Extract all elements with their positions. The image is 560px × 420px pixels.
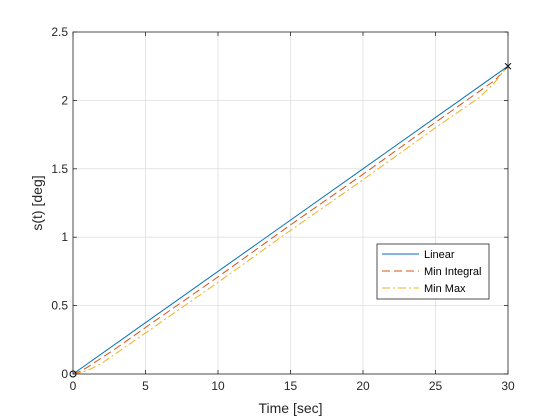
y-tick-label: 2 xyxy=(61,93,68,107)
legend-label-1: Min Integral xyxy=(424,266,481,278)
y-tick-label: 1 xyxy=(61,230,68,244)
legend-label-2: Min Max xyxy=(424,283,466,295)
x-tick-label: 20 xyxy=(356,379,370,393)
grid-lines xyxy=(72,31,509,375)
series-line-1 xyxy=(72,65,509,375)
legend-label-0: Linear xyxy=(424,249,455,261)
y-tick-label: 0.5 xyxy=(51,299,68,313)
legend: Linear Min Integral Min Max xyxy=(376,243,490,300)
y-axis-label: s(t) [deg] xyxy=(29,175,45,230)
series-line-2 xyxy=(72,65,509,375)
x-tick-label: 15 xyxy=(284,379,298,393)
y-tick-label: 2.5 xyxy=(51,25,68,39)
x-tick-label: 10 xyxy=(211,379,225,393)
x-tick-label: 5 xyxy=(142,379,149,393)
y-tick-label: 1.5 xyxy=(51,162,68,176)
series-line-0 xyxy=(72,65,509,375)
x-tick-label: 0 xyxy=(70,379,77,393)
x-axis-label: Time [sec] xyxy=(258,400,322,416)
y-tick-label: 0 xyxy=(61,367,68,381)
x-tick-label: 30 xyxy=(501,379,515,393)
ticks: 0 5 10 15 20 25 30 0 0.5 1 1.5 2 2.5 xyxy=(51,25,515,393)
x-tick-label: 25 xyxy=(429,379,443,393)
series-layer xyxy=(72,65,509,375)
